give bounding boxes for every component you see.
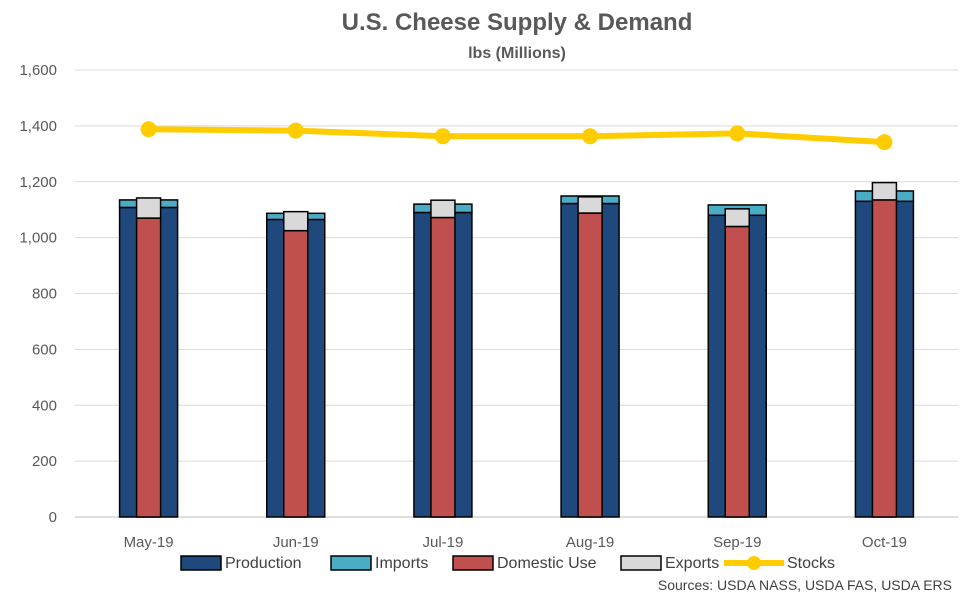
bar-domestic-use (283, 229, 309, 518)
stocks-point (287, 122, 304, 139)
source-note: Sources: USDA NASS, USDA FAS, USDA ERS (658, 577, 952, 593)
stocks-point (876, 134, 893, 151)
legend: Production Imports Domestic Use Exports Stoc… (180, 555, 835, 572)
legend-label: Domestic Use (497, 555, 597, 572)
legend-swatch (452, 555, 494, 571)
y-axis-ticks: 0 200 400 600 800 1,000 1,200 1,400 1,600 (19, 62, 57, 526)
y-tick-label: 1,600 (19, 62, 57, 79)
x-tick-label: Jun-19 (273, 534, 319, 551)
legend-swatch (330, 555, 372, 571)
bar-exports (724, 208, 750, 228)
legend-label: Production (225, 555, 302, 572)
bar-domestic-use (871, 199, 898, 518)
bar-exports (577, 196, 603, 214)
bar-exports (135, 197, 162, 219)
y-tick-label: 800 (32, 286, 57, 303)
y-tick-label: 1,000 (19, 230, 57, 247)
stocks-point (140, 121, 157, 138)
bar-exports (871, 181, 898, 201)
y-tick-label: 600 (32, 341, 57, 358)
y-tick-label: 1,200 (19, 174, 57, 191)
stocks-point (729, 125, 746, 142)
stocks-line-path (148, 126, 885, 146)
bar-exports (283, 210, 309, 232)
gridlines (75, 69, 958, 518)
chart-title: U.S. Cheese Supply & Demand (342, 9, 693, 36)
y-tick-label: 1,400 (19, 118, 57, 135)
legend-label: Stocks (787, 555, 835, 572)
legend-swatch-marker (747, 556, 761, 570)
x-axis-ticks: May-19 Jun-19 Jul-19 Aug-19 Sep-19 Oct-19 (124, 534, 907, 551)
stocks-point (434, 128, 451, 145)
legend-swatch (620, 555, 662, 571)
bar-domestic-use (135, 217, 162, 518)
bar-domestic-use (724, 225, 750, 518)
x-tick-label: May-19 (124, 534, 174, 551)
y-tick-label: 0 (49, 509, 57, 526)
x-tick-label: Sep-19 (713, 534, 761, 551)
bars (118, 181, 915, 518)
x-tick-label: Jul-19 (422, 534, 463, 551)
legend-swatch (180, 555, 222, 571)
x-tick-label: Oct-19 (862, 534, 907, 551)
chart-subtitle: lbs (Millions) (468, 45, 566, 62)
bar-exports (430, 199, 456, 219)
legend-label: Imports (375, 555, 428, 572)
stocks-point (582, 128, 599, 145)
bar-domestic-use (577, 212, 603, 518)
stocks-line (140, 121, 893, 151)
y-tick-label: 400 (32, 397, 57, 414)
y-tick-label: 200 (32, 453, 57, 470)
legend-label: Exports (665, 555, 719, 572)
x-tick-label: Aug-19 (566, 534, 614, 551)
bar-domestic-use (430, 216, 456, 518)
